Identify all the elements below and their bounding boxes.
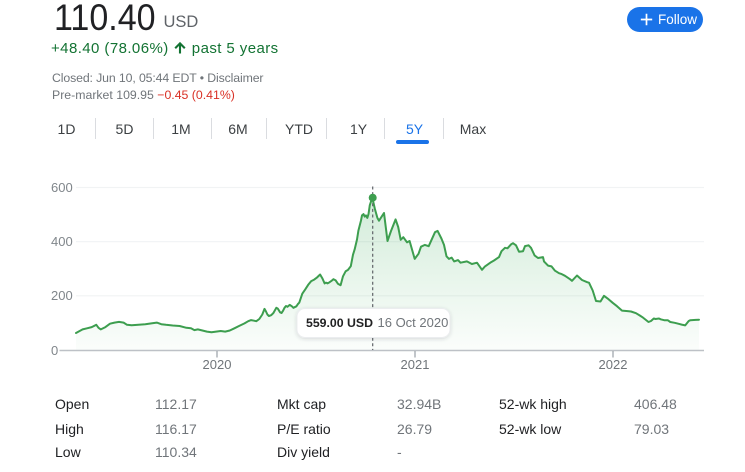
svg-text:559.00 USD: 559.00 USD	[306, 316, 373, 330]
svg-text:600: 600	[51, 180, 73, 195]
svg-text:2021: 2021	[401, 357, 430, 372]
svg-text:2022: 2022	[599, 357, 628, 372]
svg-text:16 Oct 2020: 16 Oct 2020	[378, 315, 449, 330]
svg-text:200: 200	[51, 288, 73, 303]
svg-text:400: 400	[51, 234, 73, 249]
svg-text:2020: 2020	[203, 357, 232, 372]
svg-text:0: 0	[51, 343, 58, 358]
